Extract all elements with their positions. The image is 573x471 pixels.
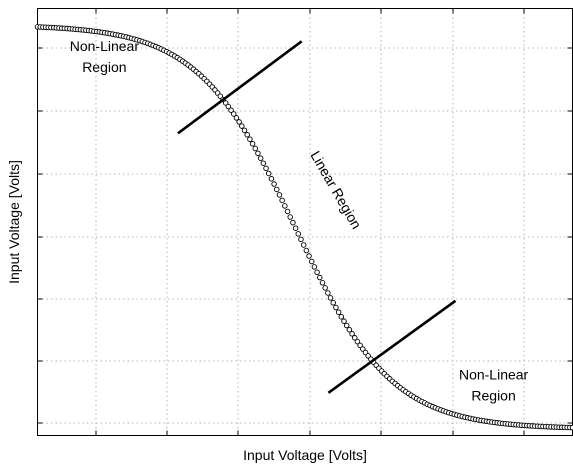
data-point: [300, 242, 307, 248]
data-point: [231, 111, 237, 117]
data-point: [327, 295, 334, 301]
data-point: [241, 127, 248, 134]
data-point: [274, 186, 280, 193]
annotation-line: Non-Linear: [459, 367, 529, 383]
data-point: [290, 219, 296, 226]
annotation-line: Region: [471, 388, 515, 404]
data-point: [333, 304, 339, 311]
data-point: [311, 264, 318, 270]
data-point: [222, 100, 229, 106]
data-point: [322, 285, 328, 291]
axis-ticks: [37, 8, 573, 436]
annotations: Non-Linear Region Linear Region Non-Linear R…: [70, 38, 529, 403]
data-point: [338, 313, 345, 320]
region-boundaries: [177, 40, 457, 394]
data-point: [330, 300, 336, 306]
data-point: [319, 280, 326, 286]
data-point: [236, 119, 242, 125]
lower-boundary: [327, 299, 457, 394]
data-point: [351, 335, 358, 341]
data-point: [346, 326, 353, 333]
data-point: [303, 247, 310, 254]
data-point: [260, 160, 267, 166]
data-point: [354, 338, 361, 345]
data-point: [282, 203, 288, 209]
upper-boundary: [177, 40, 303, 135]
data-point: [239, 123, 245, 129]
y-axis-label: Input Voltage [Volts]: [6, 160, 22, 284]
data-point: [276, 192, 283, 198]
annotation-line: Linear Region: [307, 148, 364, 231]
data-points: [34, 24, 573, 431]
non-linear-region-top: Non-Linear Region: [70, 38, 140, 75]
data-point: [225, 103, 232, 110]
data-point: [284, 208, 291, 215]
data-point: [343, 322, 350, 329]
data-point: [268, 175, 275, 182]
data-point: [349, 331, 355, 337]
data-point: [341, 318, 347, 324]
data-point: [317, 274, 323, 281]
data-point: [271, 181, 277, 187]
data-point: [308, 258, 315, 265]
data-point: [252, 145, 259, 152]
data-point: [357, 342, 363, 349]
data-point: [244, 131, 250, 138]
data-point: [314, 269, 320, 276]
data-point: [233, 115, 240, 121]
x-axis-label: Input Voltage [Volts]: [243, 447, 367, 463]
data-point: [247, 136, 253, 142]
data-point: [249, 141, 256, 147]
data-point: [255, 150, 261, 157]
annotation-line: Region: [82, 59, 126, 75]
annotation-line: Non-Linear: [70, 38, 140, 54]
data-point: [325, 290, 331, 296]
data-point: [287, 214, 293, 220]
data-point: [279, 197, 285, 204]
data-point: [263, 165, 269, 172]
non-linear-region-bottom: Non-Linear Region: [459, 367, 529, 404]
data-point: [298, 236, 304, 243]
data-point: [257, 155, 264, 161]
data-point: [335, 309, 342, 315]
data-point: [306, 253, 312, 259]
data-point: [360, 346, 366, 352]
data-point: [265, 170, 272, 177]
data-point: [295, 231, 302, 237]
data-point: [292, 225, 299, 231]
data-point: [228, 107, 234, 113]
linear-region: Linear Region: [307, 148, 364, 231]
